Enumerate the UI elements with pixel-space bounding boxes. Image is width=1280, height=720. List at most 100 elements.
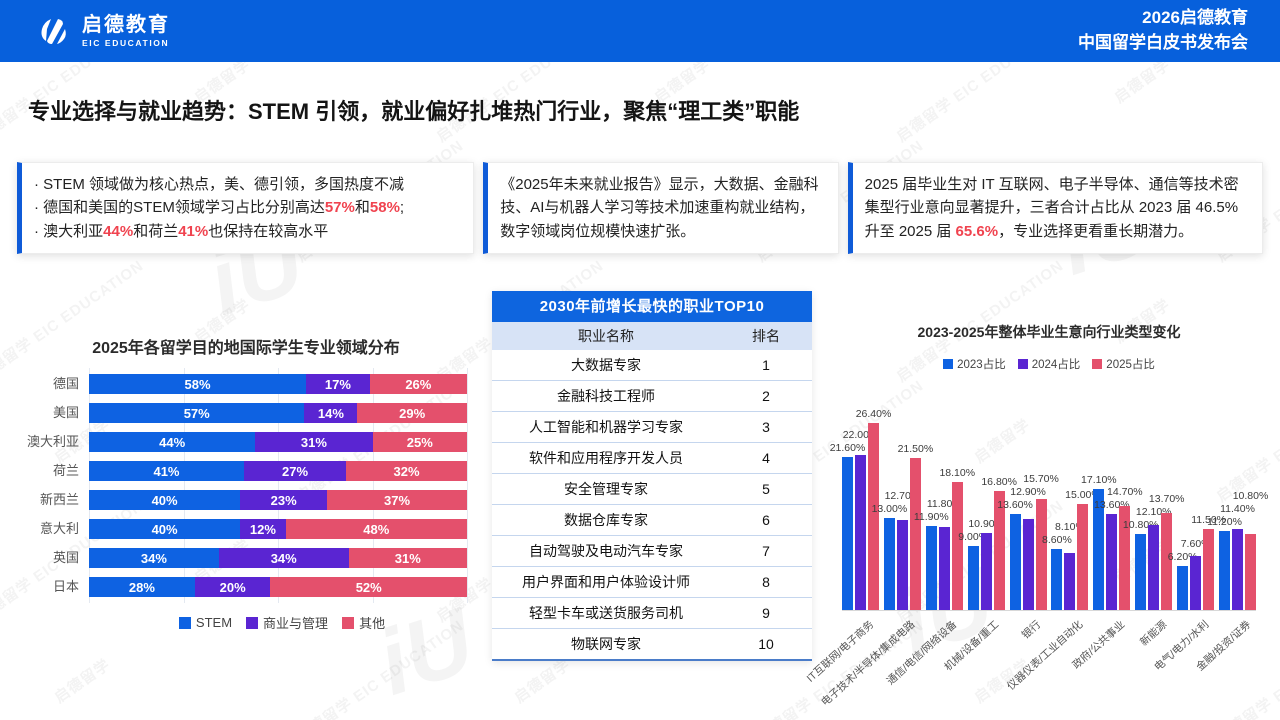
table-row: 金融科技工程师 2 bbox=[492, 381, 812, 412]
info-box-line: 2025 届毕业生对 IT 互联网、电子半导体、通信等技术密集型行业意向显著提升… bbox=[865, 173, 1250, 243]
job-name-cell: 人工智能和机器学习专家 bbox=[529, 419, 683, 435]
bar bbox=[1135, 533, 1147, 610]
bar bbox=[938, 526, 950, 610]
highlight-value: 44% bbox=[103, 222, 134, 240]
category-label: 意大利 bbox=[39, 521, 79, 536]
bar-value-label: 14.70% bbox=[1107, 485, 1143, 498]
table-row: 大数据专家 1 bbox=[492, 350, 812, 381]
highlight-value: 41% bbox=[178, 222, 209, 240]
bar bbox=[951, 482, 963, 610]
bar bbox=[868, 423, 879, 610]
legend-swatch bbox=[1017, 359, 1028, 369]
watermark-text: 启德留学 bbox=[51, 655, 114, 707]
bar bbox=[1219, 530, 1230, 610]
bar bbox=[855, 454, 866, 610]
job-name-cell: 用户界面和用户体验设计师 bbox=[522, 574, 690, 590]
bar-segment: 34% bbox=[218, 548, 349, 568]
rank-cell: 5 bbox=[762, 481, 770, 497]
bar-group: 8.60% 8.10% 15.00% bbox=[1042, 398, 1101, 610]
column-job-name: 职业名称 bbox=[578, 328, 634, 344]
category-label: 日本 bbox=[52, 579, 79, 594]
bar bbox=[842, 457, 853, 610]
info-box-future-jobs: 《2025年未来就业报告》显示，大数据、金融科技、AI与机器人学习等技术加速重构… bbox=[483, 162, 839, 254]
gridline bbox=[183, 368, 185, 603]
rank-cell: 7 bbox=[762, 543, 770, 559]
bar-value-label: 16.80% bbox=[981, 476, 1017, 489]
bar-segment: 14% bbox=[304, 403, 358, 423]
bar-segment: 31% bbox=[348, 548, 467, 568]
category-label: 澳大利亚 bbox=[26, 434, 79, 449]
brand: 启德教育 EIC EDUCATION bbox=[32, 11, 170, 51]
bar-value-label: 8.10% bbox=[1055, 521, 1085, 534]
bar bbox=[1035, 499, 1047, 610]
info-box-stem: · STEM 领域做为核心热点，美、德引领，多国热度不减 · 德国和美国的STEM… bbox=[17, 162, 475, 254]
watermark-text: 启德留学 bbox=[511, 655, 574, 707]
left-chart-plot: 德国 58% 17% 26% 美国 57% 14% 29% 澳大利亚 44% 31% 25% 荷兰 41%… bbox=[27, 368, 468, 603]
job-name-cell: 软件和应用程序开发人员 bbox=[529, 450, 683, 466]
rank-cell: 6 bbox=[762, 512, 770, 528]
job-name-cell: 金融科技工程师 bbox=[557, 388, 655, 404]
bar-value-label: 10.80% bbox=[1122, 518, 1159, 531]
table-row: 数据仓库专家 6 bbox=[492, 505, 812, 536]
rank-cell: 8 bbox=[762, 574, 770, 590]
bar bbox=[1064, 552, 1076, 610]
legend-label: STEM bbox=[195, 615, 233, 630]
bar bbox=[1119, 506, 1131, 610]
x-axis-label: 银行 bbox=[1019, 618, 1044, 642]
top10-jobs-table: 2030年前增长最快的职业TOP10 职业名称 排名 大数据专家 1 金融科技工程师… bbox=[492, 291, 812, 661]
bar-segment: 26% bbox=[369, 374, 467, 394]
bar-value-label: 11.90% bbox=[913, 510, 949, 523]
info-text: ，专业选择更看重长期潜力。 bbox=[998, 222, 1194, 240]
bar-segment: 32% bbox=[346, 461, 467, 481]
rank-cell: 10 bbox=[758, 636, 774, 652]
rank-cell: 3 bbox=[762, 419, 770, 435]
category-label: 德国 bbox=[52, 376, 79, 391]
bar-value-label: 21.50% bbox=[897, 443, 934, 456]
legend-label: 商业与管理 bbox=[263, 616, 329, 631]
info-box-line: 《2025年未来就业报告》显示，大数据、金融科技、AI与机器人学习等技术加速重构… bbox=[500, 173, 825, 243]
legend-item: 2023占比 bbox=[943, 356, 1006, 372]
bar-value-label: 15.00% bbox=[1065, 489, 1101, 501]
bar-segment: 44% bbox=[89, 432, 256, 452]
bar-group: 9.00% 10.90% 16.80% bbox=[958, 398, 1017, 610]
bar-row: 德国 58% 17% 26% bbox=[53, 374, 467, 394]
bar-group: 21.60% 22.00% 26.40% bbox=[830, 398, 891, 610]
event-line1: 2026启德教育 bbox=[1142, 8, 1248, 28]
bar bbox=[980, 532, 992, 610]
info-text: ; bbox=[399, 199, 405, 217]
bar-value-label: 10.90% bbox=[968, 517, 1004, 530]
gridline bbox=[89, 368, 90, 603]
bar bbox=[1009, 513, 1021, 610]
legend-swatch bbox=[342, 616, 355, 629]
left-chart-legend: STEM 商业与管理 其他 bbox=[89, 613, 475, 632]
job-name-cell: 自动驾驶及电动汽车专家 bbox=[529, 543, 683, 559]
bar-value-label: 11.40% bbox=[1220, 502, 1255, 515]
bar-value-label: 9.00% bbox=[958, 531, 989, 544]
info-box-industry-intent: 2025 届毕业生对 IT 互联网、电子半导体、通信等技术密集型行业意向显著提升… bbox=[847, 162, 1263, 254]
bar bbox=[1245, 533, 1256, 610]
bar-segment: 57% bbox=[89, 403, 305, 423]
table-row: 轻型卡车或送货服务司机 9 bbox=[492, 598, 812, 629]
bar-value-label: 13.70% bbox=[1148, 492, 1185, 505]
job-name-cell: 安全管理专家 bbox=[564, 481, 648, 497]
info-text: · STEM 领域做为核心热点，美、德引领，多国热度不减 bbox=[34, 176, 404, 193]
legend-swatch bbox=[943, 359, 954, 369]
bar bbox=[883, 518, 895, 610]
job-name-cell: 大数据专家 bbox=[571, 357, 641, 373]
info-text: 2025 届毕业生对 IT 互联网、电子半导体、通信等技术密集型行业意向显著提升… bbox=[864, 176, 1239, 240]
column-rank: 排名 bbox=[752, 328, 780, 344]
bar-value-label: 18.10% bbox=[939, 467, 976, 480]
job-name-cell: 轻型卡车或送货服务司机 bbox=[529, 605, 683, 621]
bar-value-label: 22.00% bbox=[842, 429, 879, 442]
info-text: 《2025年未来就业报告》显示，大数据、金融科技、AI与机器人学习等技术加速重构… bbox=[500, 176, 819, 240]
bar-segment: 48% bbox=[285, 519, 467, 539]
rank-cell: 9 bbox=[762, 605, 770, 621]
rank-cell: 2 bbox=[762, 388, 770, 404]
bar bbox=[1093, 489, 1105, 610]
info-text: · 德国和美国的STEM领域学习占比分别高达 bbox=[34, 199, 325, 217]
table-column-header: 职业名称 排名 bbox=[492, 322, 812, 350]
highlight-value: 57% bbox=[324, 199, 355, 217]
bar-value-label: 10.80% bbox=[1232, 489, 1269, 502]
x-axis-label: 新能源 bbox=[1137, 618, 1170, 649]
